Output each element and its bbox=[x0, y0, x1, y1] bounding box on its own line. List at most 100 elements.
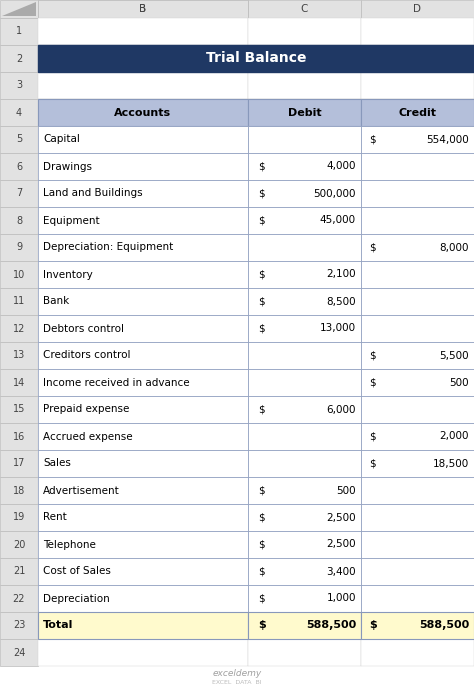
Bar bbox=[248, 153, 361, 180]
Text: 6,000: 6,000 bbox=[327, 404, 356, 415]
Bar bbox=[248, 288, 361, 315]
Bar bbox=[248, 180, 361, 207]
Text: 500: 500 bbox=[337, 486, 356, 496]
Bar bbox=[361, 99, 474, 126]
Text: Drawings: Drawings bbox=[43, 162, 92, 171]
Bar bbox=[38, 288, 248, 315]
Bar bbox=[361, 558, 474, 585]
Bar bbox=[361, 639, 474, 666]
Bar bbox=[361, 72, 474, 99]
Bar bbox=[248, 99, 361, 126]
Bar bbox=[0, 0, 38, 18]
Text: $: $ bbox=[369, 459, 375, 468]
Bar bbox=[248, 423, 361, 450]
Bar bbox=[361, 180, 474, 207]
Bar bbox=[361, 504, 474, 531]
Bar bbox=[361, 396, 474, 423]
Text: EXCEL  DATA  BI: EXCEL DATA BI bbox=[212, 680, 262, 686]
Bar bbox=[361, 126, 474, 153]
Text: 4,000: 4,000 bbox=[327, 162, 356, 171]
Text: 20: 20 bbox=[13, 539, 25, 549]
Bar bbox=[248, 531, 361, 558]
Bar bbox=[38, 180, 248, 207]
Bar bbox=[0, 180, 38, 207]
Text: 9: 9 bbox=[16, 243, 22, 252]
Bar bbox=[361, 126, 474, 153]
Text: 13: 13 bbox=[13, 351, 25, 360]
Text: Depreciation: Equipment: Depreciation: Equipment bbox=[43, 243, 173, 252]
Bar bbox=[38, 261, 248, 288]
Bar bbox=[361, 261, 474, 288]
Text: 3,400: 3,400 bbox=[327, 567, 356, 576]
Bar bbox=[0, 126, 38, 153]
Bar bbox=[38, 477, 248, 504]
Text: Debtors control: Debtors control bbox=[43, 323, 124, 333]
Bar bbox=[38, 234, 248, 261]
Text: 18: 18 bbox=[13, 486, 25, 496]
Bar bbox=[38, 612, 248, 639]
Bar bbox=[38, 477, 248, 504]
Text: Depreciation: Depreciation bbox=[43, 594, 110, 604]
Text: 5,500: 5,500 bbox=[439, 351, 469, 360]
Bar bbox=[38, 126, 248, 153]
Text: 10: 10 bbox=[13, 270, 25, 279]
Text: 2,000: 2,000 bbox=[439, 431, 469, 441]
Bar bbox=[0, 450, 38, 477]
Text: $: $ bbox=[258, 404, 264, 415]
Text: 45,000: 45,000 bbox=[320, 215, 356, 226]
Bar bbox=[248, 450, 361, 477]
Text: 2,500: 2,500 bbox=[327, 512, 356, 523]
Bar bbox=[361, 477, 474, 504]
Bar bbox=[361, 234, 474, 261]
Bar bbox=[38, 342, 248, 369]
Bar bbox=[361, 315, 474, 342]
Text: Rent: Rent bbox=[43, 512, 67, 523]
Text: 15: 15 bbox=[13, 404, 25, 415]
Bar bbox=[0, 18, 38, 45]
Text: Creditors control: Creditors control bbox=[43, 351, 130, 360]
Bar bbox=[38, 0, 248, 18]
Bar bbox=[38, 207, 248, 234]
Bar bbox=[248, 369, 361, 396]
Text: 588,500: 588,500 bbox=[306, 620, 356, 631]
Text: 16: 16 bbox=[13, 431, 25, 441]
Bar bbox=[361, 18, 474, 45]
Text: Prepaid expense: Prepaid expense bbox=[43, 404, 129, 415]
Bar bbox=[38, 45, 248, 72]
Text: 8,000: 8,000 bbox=[439, 243, 469, 252]
Text: Advertisement: Advertisement bbox=[43, 486, 120, 496]
Bar bbox=[38, 126, 248, 153]
Bar bbox=[361, 423, 474, 450]
Text: 500: 500 bbox=[449, 378, 469, 388]
Bar bbox=[248, 288, 361, 315]
Bar bbox=[38, 45, 474, 72]
Bar bbox=[361, 207, 474, 234]
Bar bbox=[361, 504, 474, 531]
Bar bbox=[38, 288, 248, 315]
Text: 22: 22 bbox=[13, 594, 25, 604]
Text: Cost of Sales: Cost of Sales bbox=[43, 567, 111, 576]
Text: Accounts: Accounts bbox=[114, 107, 172, 118]
Bar bbox=[0, 585, 38, 612]
Bar bbox=[0, 45, 38, 72]
Bar bbox=[38, 504, 248, 531]
Bar bbox=[248, 477, 361, 504]
Bar bbox=[248, 72, 361, 99]
Text: 8: 8 bbox=[16, 215, 22, 226]
Text: 24: 24 bbox=[13, 648, 25, 657]
Text: $: $ bbox=[258, 296, 264, 307]
Text: $: $ bbox=[258, 486, 264, 496]
Text: 4: 4 bbox=[16, 107, 22, 118]
Bar bbox=[38, 207, 248, 234]
Bar bbox=[248, 396, 361, 423]
Bar bbox=[248, 558, 361, 585]
Bar bbox=[248, 18, 361, 45]
Bar bbox=[0, 477, 38, 504]
Bar bbox=[248, 315, 361, 342]
Text: $: $ bbox=[258, 270, 264, 279]
Text: $: $ bbox=[258, 162, 264, 171]
Text: D: D bbox=[413, 4, 421, 14]
Text: 21: 21 bbox=[13, 567, 25, 576]
Text: B: B bbox=[139, 4, 146, 14]
Text: Credit: Credit bbox=[399, 107, 437, 118]
